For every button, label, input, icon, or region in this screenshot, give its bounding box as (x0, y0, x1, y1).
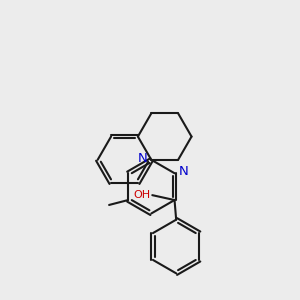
Text: OH: OH (133, 190, 150, 200)
Text: N: N (179, 165, 188, 178)
Text: N: N (137, 152, 147, 165)
